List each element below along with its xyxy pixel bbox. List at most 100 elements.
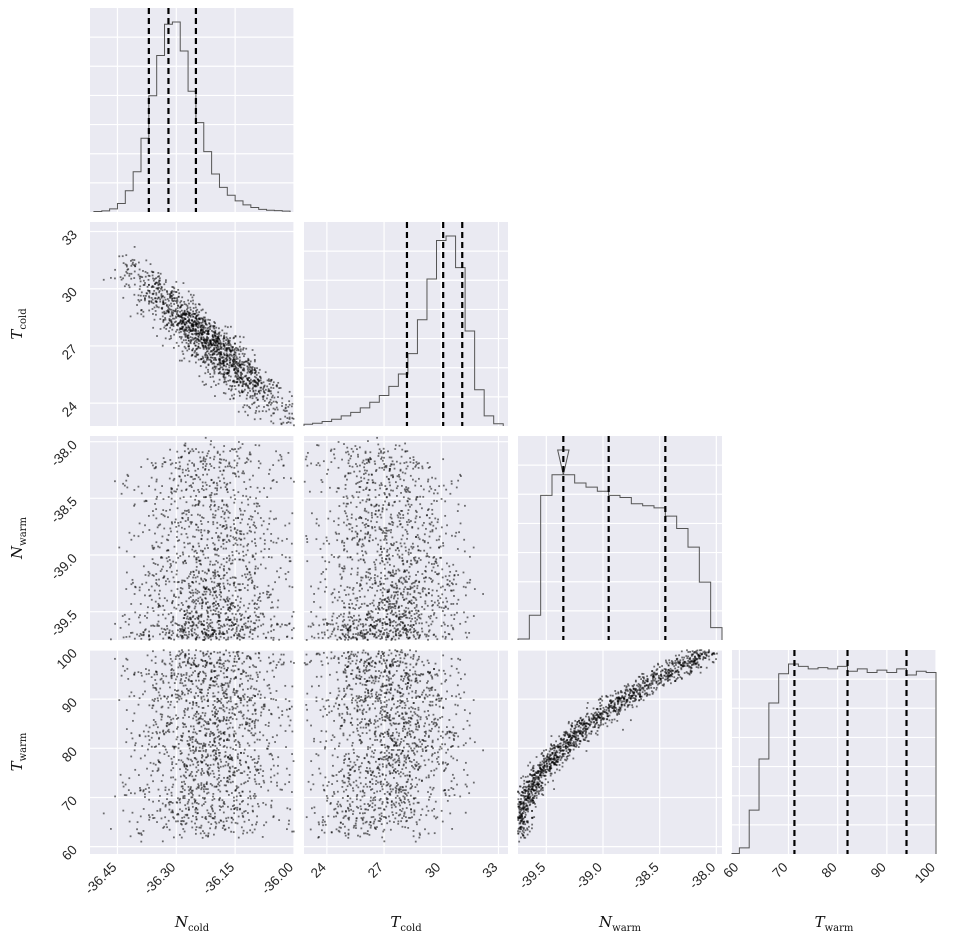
sample-point <box>416 584 419 587</box>
sample-point <box>341 567 343 569</box>
sample-point <box>212 349 215 352</box>
sample-point <box>223 373 226 376</box>
sample-point <box>360 576 363 579</box>
sample-point <box>392 631 394 634</box>
sample-point <box>154 281 157 284</box>
sample-point <box>362 544 365 547</box>
sample-point <box>425 635 428 638</box>
sample-point <box>249 369 252 372</box>
sample-point <box>242 390 245 393</box>
sample-point <box>225 352 228 355</box>
sample-point <box>156 275 159 278</box>
sample-point <box>389 621 392 624</box>
sample-point <box>255 769 258 772</box>
sample-point <box>163 312 166 315</box>
sample-point <box>353 614 355 617</box>
sample-point <box>174 622 177 625</box>
sample-point <box>384 622 387 625</box>
sample-point <box>400 492 402 494</box>
sample-point <box>346 634 349 637</box>
sample-point <box>214 358 217 361</box>
sample-point <box>188 302 190 305</box>
sample-point <box>453 613 456 616</box>
sample-point <box>197 802 200 805</box>
sample-point <box>231 359 234 362</box>
sample-point <box>293 662 295 664</box>
sample-point <box>238 507 241 510</box>
sample-point <box>365 628 368 631</box>
sample-point <box>400 509 402 512</box>
sample-point <box>212 609 215 611</box>
sample-point <box>413 596 415 599</box>
sample-point <box>450 614 453 617</box>
sample-point <box>213 321 216 323</box>
sample-point <box>291 791 293 793</box>
sample-point <box>275 541 278 544</box>
sample-point <box>199 347 202 350</box>
sample-point <box>171 295 173 297</box>
sample-point <box>326 629 329 632</box>
sample-point <box>284 406 287 409</box>
sample-point <box>120 278 123 281</box>
sample-point <box>241 361 244 363</box>
sample-point <box>222 375 225 378</box>
sample-point <box>268 380 271 382</box>
sample-point <box>123 274 126 277</box>
sample-point <box>193 319 196 322</box>
sample-point <box>373 526 376 529</box>
sample-point <box>366 462 368 464</box>
sample-point <box>177 603 180 606</box>
panel-bg-2-1 <box>304 436 508 640</box>
sample-point <box>357 620 360 623</box>
sample-point <box>223 354 226 356</box>
sample-point <box>228 589 230 592</box>
sample-point <box>367 473 370 476</box>
sample-point <box>225 360 228 363</box>
sample-point <box>201 321 204 324</box>
sample-point <box>332 612 335 615</box>
sample-point <box>139 603 142 605</box>
sample-point <box>384 485 387 487</box>
sample-point <box>249 625 251 628</box>
sample-point <box>187 316 189 319</box>
sample-point <box>355 604 358 606</box>
sample-point <box>189 342 192 345</box>
sample-point <box>252 664 254 667</box>
sample-point <box>360 635 363 637</box>
sample-point <box>348 636 351 639</box>
sample-point <box>366 619 369 622</box>
sample-point <box>190 484 192 487</box>
sample-point <box>222 574 225 577</box>
sample-point <box>184 334 187 337</box>
sample-point <box>217 547 219 550</box>
sample-point <box>144 629 146 632</box>
sample-point <box>394 630 397 633</box>
sample-point <box>213 543 216 546</box>
sample-point <box>430 521 433 524</box>
sample-point <box>191 330 194 332</box>
sample-point <box>186 308 188 311</box>
sample-point <box>399 618 402 620</box>
sample-point <box>255 374 258 376</box>
sample-point <box>171 600 174 602</box>
sample-point <box>395 602 398 605</box>
sample-point <box>380 456 383 459</box>
sample-point <box>222 360 224 362</box>
sample-point <box>128 286 131 289</box>
sample-point <box>137 535 140 538</box>
sample-point <box>203 342 206 345</box>
sample-point <box>204 677 207 680</box>
sample-point <box>181 579 184 582</box>
sample-point <box>404 450 407 453</box>
sample-point <box>412 631 415 634</box>
sample-point <box>435 562 438 564</box>
sample-point <box>363 466 366 469</box>
sample-point <box>187 627 190 629</box>
sample-point <box>179 301 182 304</box>
sample-point <box>140 674 143 677</box>
sample-point <box>165 303 168 306</box>
sample-point <box>409 491 411 494</box>
sample-point <box>437 582 440 585</box>
sample-point <box>200 309 203 312</box>
sample-point <box>177 456 180 459</box>
